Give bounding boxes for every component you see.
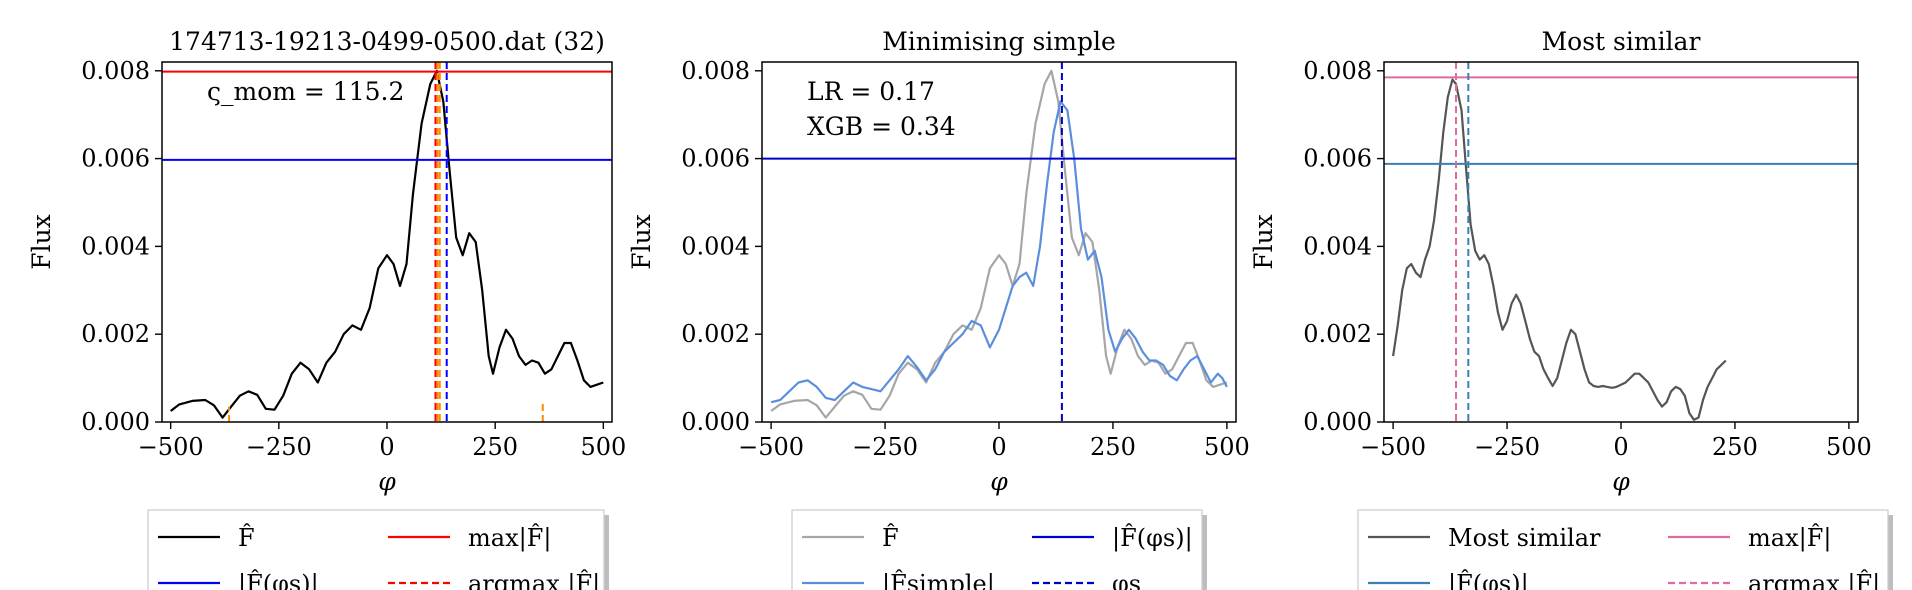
y-tick-label: 0.002 bbox=[681, 320, 750, 348]
y-tick-label: 0.006 bbox=[1303, 145, 1372, 173]
x-tick-label: −250 bbox=[246, 433, 312, 461]
y-axis-label: Flux bbox=[627, 214, 656, 270]
y-tick-label: 0.006 bbox=[681, 145, 750, 173]
annotation: LR = 0.17 XGB = 0.34 bbox=[807, 77, 956, 141]
y-tick-label: 0.004 bbox=[81, 232, 150, 260]
chart-title: Most similar bbox=[1542, 27, 1701, 56]
chart-title: 174713-19213-0499-0500.dat (32) bbox=[169, 27, 605, 56]
x-tick-label: 500 bbox=[1204, 433, 1250, 461]
y-tick-label: 0.002 bbox=[81, 320, 150, 348]
x-tick-label: −500 bbox=[138, 433, 204, 461]
x-tick-label: −500 bbox=[1360, 433, 1426, 461]
x-tick-label: −500 bbox=[738, 433, 804, 461]
legend-label: φs bbox=[1112, 570, 1141, 590]
legend-box bbox=[791, 509, 1203, 590]
legend-label: Most similar bbox=[1448, 524, 1601, 552]
annotation: ς_mom = 115.2 bbox=[207, 77, 404, 106]
chart-title: Minimising simple bbox=[882, 27, 1116, 56]
legend: Most similar max|F̂| |F̂(φs)| argmax |F̂| bbox=[1357, 509, 1893, 590]
y-tick-label: 0.000 bbox=[681, 408, 750, 436]
x-tick-label: 250 bbox=[472, 433, 518, 461]
x-tick-label: 250 bbox=[1712, 433, 1758, 461]
x-tick-label: −250 bbox=[852, 433, 918, 461]
legend-box bbox=[1357, 509, 1889, 590]
plot-area bbox=[162, 62, 612, 422]
axes-frame bbox=[161, 61, 613, 423]
chart-panel-3: Most similar −500 −250 0 250 500 0.000 0.002 0.0… bbox=[1249, 27, 1893, 590]
x-axis-label: φ bbox=[990, 467, 1008, 496]
legend-label: F̂ bbox=[882, 524, 899, 552]
x-tick-label: 500 bbox=[580, 433, 626, 461]
series-line bbox=[170, 69, 604, 419]
y-tick-label: 0.008 bbox=[1303, 57, 1372, 85]
y-tick-label: 0.006 bbox=[81, 145, 150, 173]
x-tick-label: 250 bbox=[1090, 433, 1136, 461]
y-tick-label: 0.000 bbox=[1303, 408, 1372, 436]
x-axis-label: φ bbox=[378, 467, 396, 496]
y-axis-label: Flux bbox=[1249, 214, 1278, 270]
legend-label: max|F̂| bbox=[1748, 524, 1831, 553]
legend-label: |F̂(φs)| bbox=[1112, 524, 1193, 553]
axes-frame bbox=[1383, 61, 1859, 423]
series-line bbox=[770, 100, 1228, 404]
y-tick-label: 0.004 bbox=[681, 232, 750, 260]
y-tick-label: 0.008 bbox=[81, 57, 150, 85]
y-tick-label: 0.008 bbox=[681, 57, 750, 85]
plot-area bbox=[1384, 62, 1858, 422]
y-tick-label: 0.004 bbox=[1303, 232, 1372, 260]
legend-label: |F̂simple| bbox=[882, 570, 995, 590]
x-tick-label: 0 bbox=[991, 433, 1006, 461]
chart-panel-1: 174713-19213-0499-0500.dat (32) −500 −250 0… bbox=[27, 27, 626, 590]
x-tick-label: −250 bbox=[1474, 433, 1540, 461]
legend: F̂ |F̂(φs)| |F̂simple| φs bbox=[791, 509, 1207, 590]
chart-panel-2: Minimising simple −500 −250 0 250 500 0.000 0.0… bbox=[627, 27, 1250, 590]
y-axis-label: Flux bbox=[27, 214, 56, 270]
legend-label: argmax |F̂| bbox=[1748, 570, 1880, 590]
plot-area bbox=[762, 62, 1236, 422]
legend-box bbox=[147, 509, 605, 590]
x-axis-label: φ bbox=[1612, 467, 1630, 496]
y-tick-label: 0.002 bbox=[1303, 320, 1372, 348]
legend-label: max|F̂| bbox=[468, 524, 551, 553]
series-line bbox=[1392, 78, 1727, 421]
x-tick-label: 500 bbox=[1826, 433, 1872, 461]
y-tick-label: 0.000 bbox=[81, 408, 150, 436]
axes-frame bbox=[761, 61, 1237, 423]
x-tick-label: 0 bbox=[379, 433, 394, 461]
legend-label: |F̂(φs)| bbox=[238, 570, 319, 590]
legend-label: F̂ bbox=[238, 524, 255, 552]
legend-label: argmax |F̂| bbox=[468, 570, 600, 590]
x-tick-label: 0 bbox=[1613, 433, 1628, 461]
legend: F̂ max|F̂| |F̂(φs)| argmax |F̂| bbox=[147, 509, 609, 590]
legend-label: |F̂(φs)| bbox=[1448, 570, 1529, 590]
